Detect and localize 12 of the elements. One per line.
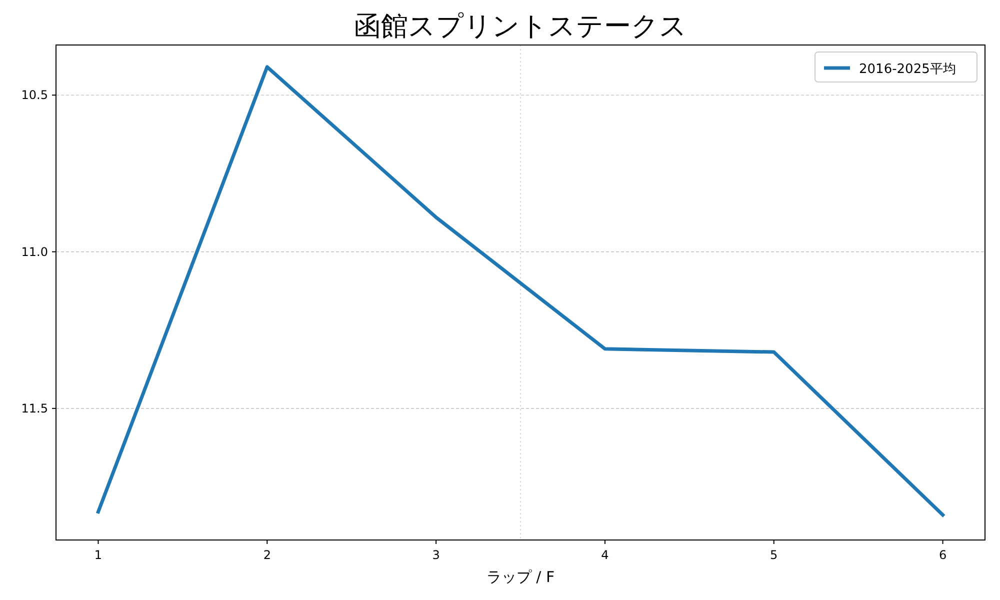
y-tick-label: 11.0 bbox=[21, 244, 48, 259]
y-tick-label: 10.5 bbox=[21, 88, 48, 102]
x-tick-label: 6 bbox=[938, 548, 947, 562]
x-tick-label: 2 bbox=[263, 548, 271, 562]
y-tick-label: 11.5 bbox=[21, 401, 48, 416]
x-tick-label: 1 bbox=[94, 548, 102, 562]
x-tick-label: 4 bbox=[601, 548, 609, 562]
x-tick-label: 5 bbox=[770, 548, 778, 562]
x-axis-title: ラップ / F bbox=[486, 568, 555, 586]
chart-title: 函館スプリントステークス bbox=[354, 11, 687, 42]
legend-label: 2016-2025平均 bbox=[859, 62, 956, 77]
x-tick-label: 3 bbox=[432, 548, 440, 562]
